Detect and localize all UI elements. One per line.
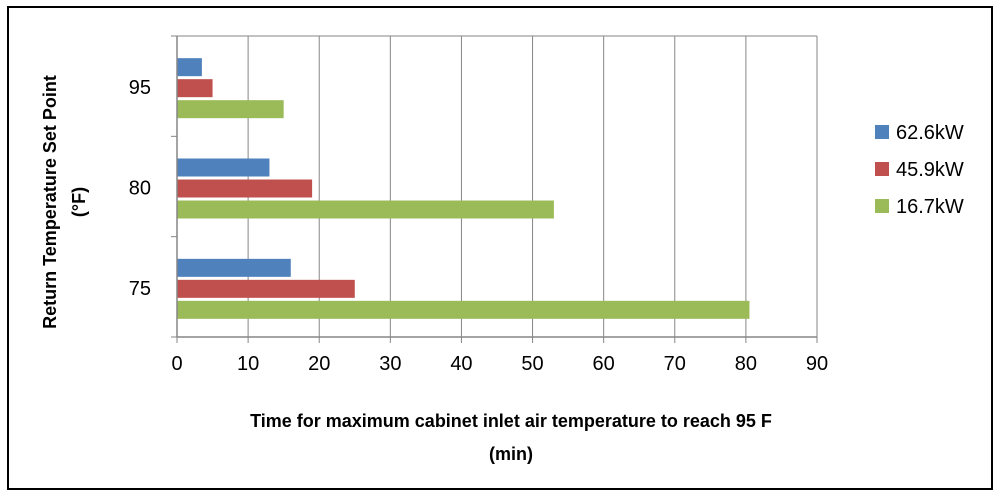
y-tick-label: 80 xyxy=(129,178,151,200)
x-tick-label: 70 xyxy=(664,353,686,375)
legend-label: 62.6kW xyxy=(896,122,964,144)
bar-16.7kW-75 xyxy=(177,300,750,319)
x-tick-label: 80 xyxy=(735,353,757,375)
y-tick-label: 95 xyxy=(129,77,151,99)
legend-swatch-62.6kW xyxy=(875,125,889,139)
x-tick-label: 60 xyxy=(593,353,615,375)
legend-swatch-16.7kW xyxy=(875,199,889,213)
bars xyxy=(177,58,750,319)
bar-45.9kW-95 xyxy=(177,79,213,98)
legend: 62.6kW 45.9kW 16.7kW xyxy=(875,122,964,218)
y-tick-label: 75 xyxy=(129,278,151,300)
x-tick-label: 40 xyxy=(450,353,472,375)
x-tick-label: 20 xyxy=(308,353,330,375)
bar-chart: 0 10 20 30 40 50 60 70 80 90 75 80 95 62.6kW 45.9kW 1… xyxy=(40,35,964,464)
y-axis-title-line1: Return Temperature Set Point xyxy=(40,75,60,329)
y-axis-title-line2: (°F) xyxy=(69,187,89,217)
x-tick-label: 90 xyxy=(806,353,828,375)
legend-label: 16.7kW xyxy=(896,196,964,218)
bar-16.7kW-80 xyxy=(177,200,554,219)
bar-16.7kW-95 xyxy=(177,100,284,119)
legend-swatch-45.9kW xyxy=(875,162,889,176)
bar-62.6kW-80 xyxy=(177,158,270,177)
bar-62.6kW-75 xyxy=(177,258,291,277)
bar-45.9kW-80 xyxy=(177,179,313,198)
bar-45.9kW-75 xyxy=(177,279,355,298)
y-tick-labels: 75 80 95 xyxy=(129,77,151,300)
x-tick-label: 50 xyxy=(521,353,543,375)
x-tick-label: 10 xyxy=(237,353,259,375)
x-axis-title-line1: Time for maximum cabinet inlet air tempe… xyxy=(250,411,772,431)
bar-62.6kW-95 xyxy=(177,58,202,77)
gridlines xyxy=(177,35,818,337)
x-axis-title-line2: (min) xyxy=(489,444,533,464)
chart-frame: 0 10 20 30 40 50 60 70 80 90 75 80 95 62.6kW 45.9kW 1… xyxy=(7,6,993,490)
x-tick-labels: 0 10 20 30 40 50 60 70 80 90 xyxy=(171,353,828,375)
x-tick-label: 0 xyxy=(171,353,182,375)
axes xyxy=(171,35,818,343)
legend-label: 45.9kW xyxy=(896,159,964,181)
x-tick-label: 30 xyxy=(379,353,401,375)
